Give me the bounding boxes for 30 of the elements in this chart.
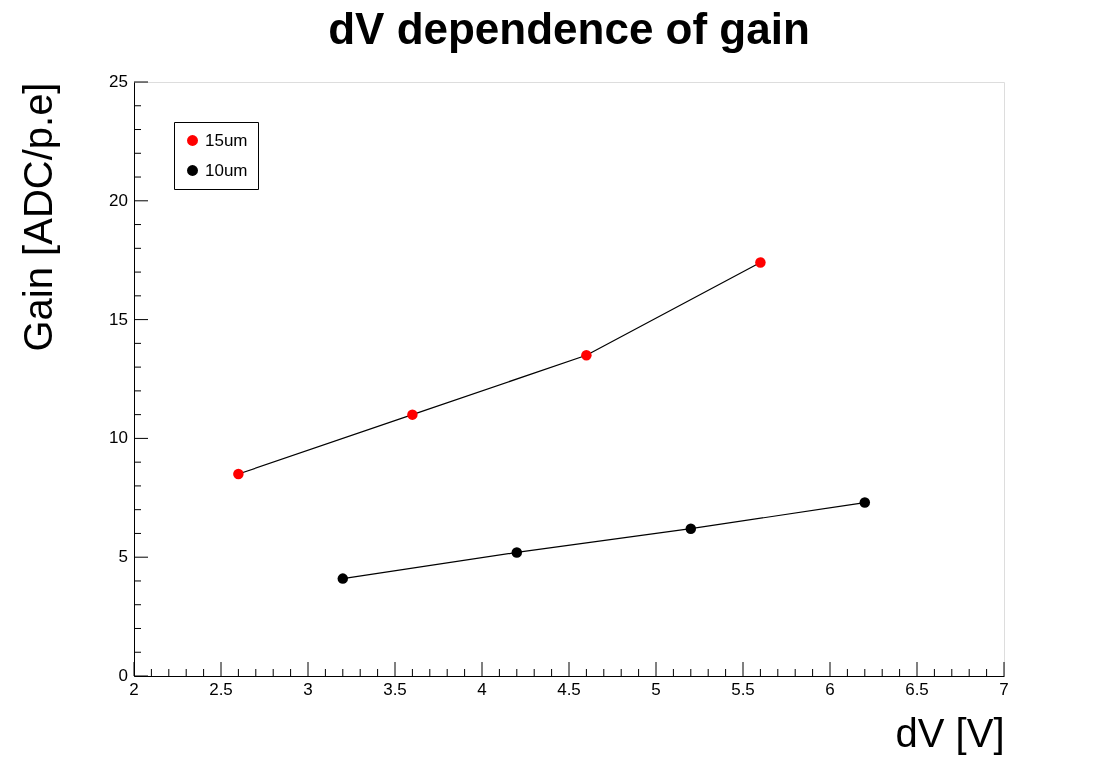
x-axis-title: dV [V] xyxy=(895,710,1005,755)
x-tick-label: 2 xyxy=(129,680,139,699)
x-tick-label: 6.5 xyxy=(905,680,929,699)
y-axis-title: Gain [ADC/p.e] xyxy=(15,82,60,352)
x-tick-label: 5.5 xyxy=(731,680,755,699)
y-tick-label: 10 xyxy=(109,428,128,448)
x-tick-label: 6 xyxy=(825,680,835,699)
legend-label: 10um xyxy=(205,160,248,180)
x-tick-label: 2.5 xyxy=(209,680,233,699)
y-tick-label: 5 xyxy=(118,547,128,567)
point xyxy=(685,523,697,534)
x-tick-label: 3.5 xyxy=(383,680,407,699)
point xyxy=(233,468,244,480)
x-tick-label: 5 xyxy=(651,680,661,699)
x-tick-label: 4.5 xyxy=(557,680,581,699)
chart-title: dV dependence of gain xyxy=(328,4,810,53)
point xyxy=(511,547,523,558)
point xyxy=(407,409,418,420)
point xyxy=(859,497,871,508)
x-tick-label: 3 xyxy=(303,680,313,699)
x-tick-label: 4 xyxy=(477,680,487,699)
y-tick-label: 25 xyxy=(109,72,128,91)
y-tick-label: 0 xyxy=(118,666,128,685)
y-tick-label: 20 xyxy=(109,190,128,210)
point xyxy=(755,257,766,268)
point xyxy=(581,350,592,361)
y-tick-label: 15 xyxy=(109,309,128,329)
x-tick-label: 7 xyxy=(999,680,1009,699)
legend-label: 15um xyxy=(205,130,248,150)
point xyxy=(337,573,349,584)
